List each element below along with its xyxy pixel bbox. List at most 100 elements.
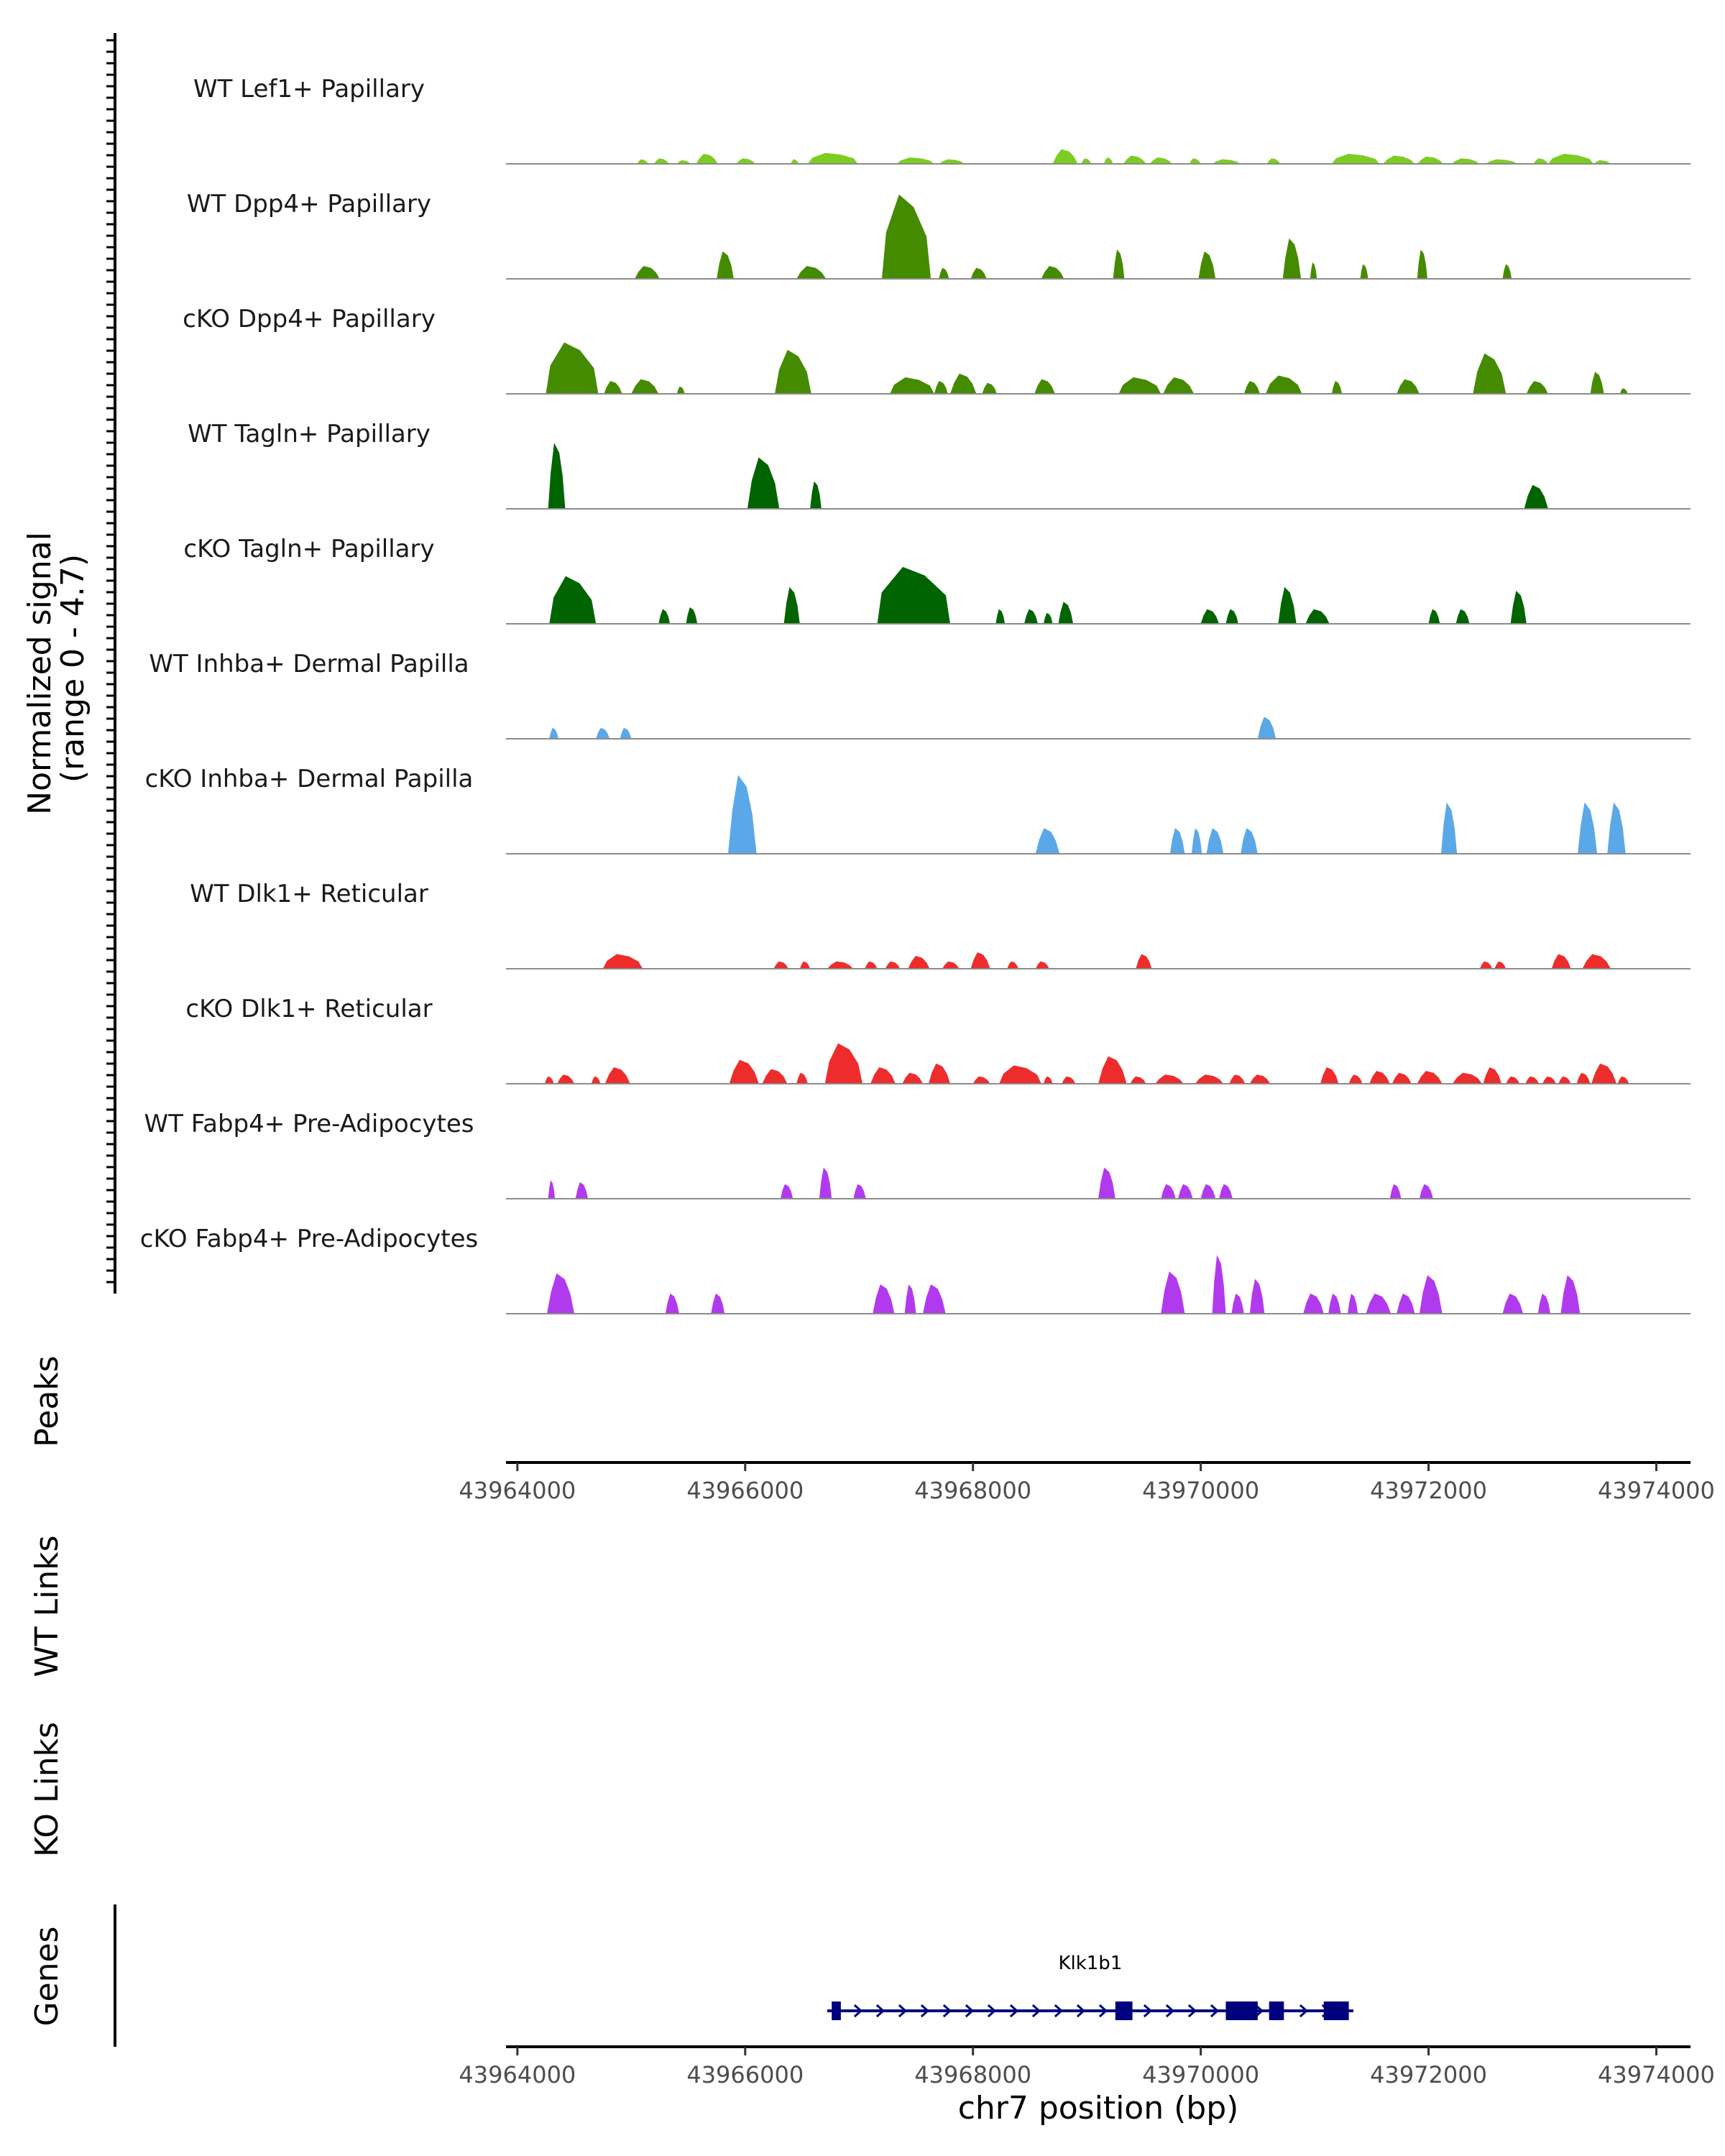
track-label: cKO Inhba+ Dermal Papilla [145, 765, 474, 793]
strand-arrow [853, 2004, 863, 2018]
x-tick-label: 43964000 [459, 1477, 576, 1504]
coverage-peak [1113, 249, 1125, 279]
coverage-peak [773, 961, 788, 969]
coverage-peak [1360, 264, 1368, 279]
coverage-peak [1510, 591, 1527, 624]
coverage-peak [1558, 1076, 1571, 1084]
coverage-peak [549, 727, 558, 739]
strand-arrow [875, 2004, 886, 2018]
coverage-peak [1035, 828, 1060, 854]
coverage-peak [799, 961, 811, 969]
coverage-peak [870, 1067, 896, 1084]
strand-arrow [942, 2004, 952, 2018]
x-tick-label: 43972000 [1370, 1477, 1487, 1504]
coverage-peak [1149, 157, 1172, 164]
coverage-peak [1052, 149, 1078, 164]
coverage-peak [982, 382, 997, 394]
coverage-peak [1136, 954, 1152, 969]
coverage-peak [1041, 266, 1064, 279]
coverage-peak [548, 443, 566, 509]
coverage-peak [1229, 1074, 1246, 1084]
x-axis-label: chr7 position (bp) [958, 2090, 1239, 2127]
coverage-peak [1525, 1076, 1540, 1084]
coverage-peak [1506, 1076, 1520, 1084]
coverage-y-label-line1: Normalized signal [22, 532, 58, 815]
coverage-peak [1576, 1072, 1591, 1084]
coverage-peak [999, 1065, 1041, 1084]
coverage-peak [1058, 602, 1074, 624]
exon [1269, 2001, 1284, 2020]
coverage-peak [1419, 1184, 1433, 1199]
coverage-peak [1366, 1293, 1392, 1314]
gene-label: Klk1b1 [1058, 1953, 1122, 1974]
coverage-y-ticks [106, 39, 115, 1284]
coverage-peak [729, 1059, 759, 1084]
coverage-peak [1278, 586, 1297, 624]
coverage-peak [1161, 1184, 1176, 1199]
coverage-peak [1619, 388, 1628, 394]
coverage-peak [1617, 1076, 1629, 1084]
coverage-peak [1098, 1056, 1127, 1084]
coverage-peak [635, 266, 660, 279]
coverage-peak [1607, 802, 1626, 854]
coverage-peak [1441, 802, 1458, 854]
coverage-peak [1383, 155, 1415, 164]
coverage-peak [1265, 375, 1302, 394]
track-label: WT Fabp4+ Pre-Adipocytes [144, 1110, 474, 1138]
coverage-peak [923, 1284, 946, 1314]
exon [832, 2001, 841, 2020]
track-label: cKO Fabp4+ Pre-Adipocytes [140, 1225, 479, 1253]
coverage-peak [676, 386, 685, 394]
x-tick-label: 43972000 [1370, 2061, 1487, 2088]
strand-arrow [1187, 2004, 1197, 2018]
coverage-peak [1591, 1063, 1616, 1084]
genes-x-ticks: 43964000 43966000 43968000 43970000 43972000… [459, 2047, 1715, 2088]
coverage-peak [591, 1076, 601, 1084]
coverage-peak [1392, 1072, 1412, 1084]
track-4: cKO Tagln+ Papillary [183, 535, 1690, 625]
track-10: cKO Fabp4+ Pre-Adipocytes [140, 1225, 1690, 1314]
coverage-peak [1502, 264, 1512, 279]
strand-arrow [1054, 2004, 1064, 2018]
coverage-peak [1282, 238, 1302, 279]
coverage-peak [1593, 160, 1611, 164]
strand-arrow [1210, 2004, 1220, 2018]
peaks-panel-label: Peaks [29, 1355, 65, 1447]
coverage-peak [939, 159, 965, 164]
genes-panel-label: Genes [29, 1926, 65, 2026]
coverage-peak [658, 609, 671, 624]
coverage-peak [1163, 377, 1195, 394]
track-label: WT Lef1+ Papillary [193, 75, 425, 103]
coverage-peak [1024, 609, 1038, 624]
coverage-peak [970, 267, 987, 279]
coverage-peak [604, 381, 622, 394]
coverage-peak [575, 1182, 589, 1199]
coverage-peak [1249, 1279, 1265, 1314]
x-tick-label: 43966000 [686, 1477, 804, 1504]
coverage-peak [602, 954, 643, 969]
coverage-peak [890, 377, 934, 394]
x-tick-label: 43974000 [1598, 2061, 1715, 2088]
coverage-peak [950, 373, 977, 394]
strand-arrow [1254, 2004, 1264, 2018]
coverage-peak [1397, 1293, 1415, 1314]
coverage-peak [654, 158, 669, 164]
coverage-peak [827, 961, 854, 969]
track-label: WT Dlk1+ Reticular [190, 880, 428, 908]
coverage-peak [881, 194, 932, 279]
coverage-peak [1417, 156, 1444, 164]
strand-arrow [1143, 2004, 1153, 2018]
coverage-peak [1389, 1184, 1402, 1199]
coverage-peak [791, 159, 799, 164]
x-tick-label: 43974000 [1598, 1477, 1715, 1504]
coverage-peak [1369, 1071, 1390, 1084]
coverage-peak [1231, 1293, 1244, 1314]
coverage-peak [1479, 961, 1493, 969]
coverage-peak [1257, 717, 1276, 739]
coverage-peak [544, 1076, 554, 1084]
coverage-peak [1451, 158, 1480, 164]
coverage-peak [1320, 1067, 1339, 1084]
coverage-peak [546, 342, 599, 394]
coverage-peak [1241, 828, 1258, 854]
track-label: WT Dpp4+ Papillary [187, 190, 431, 218]
